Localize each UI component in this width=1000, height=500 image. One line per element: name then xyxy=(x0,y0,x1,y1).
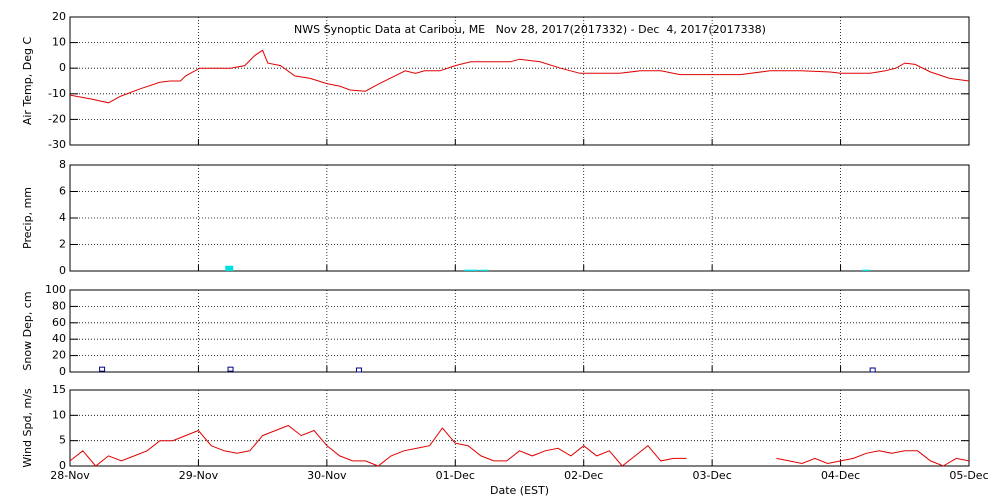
y-tick-label: 0 xyxy=(59,61,66,74)
bar xyxy=(225,265,234,271)
x-tick-label: 02-Dec xyxy=(564,469,603,482)
y-tick-label: 60 xyxy=(52,316,66,329)
y-tick-label: 5 xyxy=(59,434,66,447)
x-tick-label: 01-Dec xyxy=(436,469,475,482)
y-tick-label: 0 xyxy=(59,459,66,472)
y-tick-label: 10 xyxy=(52,408,66,421)
data-line xyxy=(69,49,970,104)
point xyxy=(355,367,362,373)
y-axis-label: Wind Spd, m/s xyxy=(21,388,34,468)
y-tick-label: 0 xyxy=(59,264,66,277)
y-tick-label: 8 xyxy=(59,158,66,171)
bar xyxy=(464,269,473,271)
plot-frame xyxy=(69,289,970,373)
y-tick-label: -30 xyxy=(48,138,66,151)
y-tick-label: -10 xyxy=(48,87,66,100)
point xyxy=(869,367,876,373)
y-tick-label: 20 xyxy=(52,10,66,23)
y-tick-label: -20 xyxy=(48,112,66,125)
plot-frame xyxy=(69,389,970,467)
x-axis-label: Date (EST) xyxy=(490,484,549,497)
bar xyxy=(862,269,871,271)
y-axis-label: Snow Dep, cm xyxy=(21,291,34,370)
y-tick-label: 80 xyxy=(52,299,66,312)
bar xyxy=(470,269,479,271)
chart-title: NWS Synoptic Data at Caribou, ME Nov 28,… xyxy=(294,23,766,36)
bar xyxy=(480,269,489,271)
y-tick-label: 2 xyxy=(59,238,66,251)
y-tick-label: 0 xyxy=(59,365,66,378)
x-tick-label: 05-Dec xyxy=(949,469,988,482)
x-tick-label: 03-Dec xyxy=(693,469,732,482)
y-tick-label: 6 xyxy=(59,185,66,198)
data-line xyxy=(69,424,970,467)
x-tick-label: 30-Nov xyxy=(307,469,347,482)
y-tick-label: 10 xyxy=(52,36,66,49)
y-tick-label: 20 xyxy=(52,349,66,362)
y-tick-label: 15 xyxy=(52,383,66,396)
point xyxy=(99,366,106,372)
plot-frame xyxy=(69,164,970,272)
x-tick-label: 28-Nov xyxy=(50,469,90,482)
plot-frame xyxy=(69,16,970,146)
y-tick-label: 4 xyxy=(59,211,66,224)
y-tick-label: 100 xyxy=(45,283,66,296)
y-axis-label: Air Temp, Deg C xyxy=(21,37,34,126)
y-axis-label: Precip, mm xyxy=(21,187,34,249)
x-tick-label: 29-Nov xyxy=(179,469,219,482)
x-tick-label: 04-Dec xyxy=(821,469,860,482)
point xyxy=(227,366,234,372)
y-tick-label: 40 xyxy=(52,332,66,345)
